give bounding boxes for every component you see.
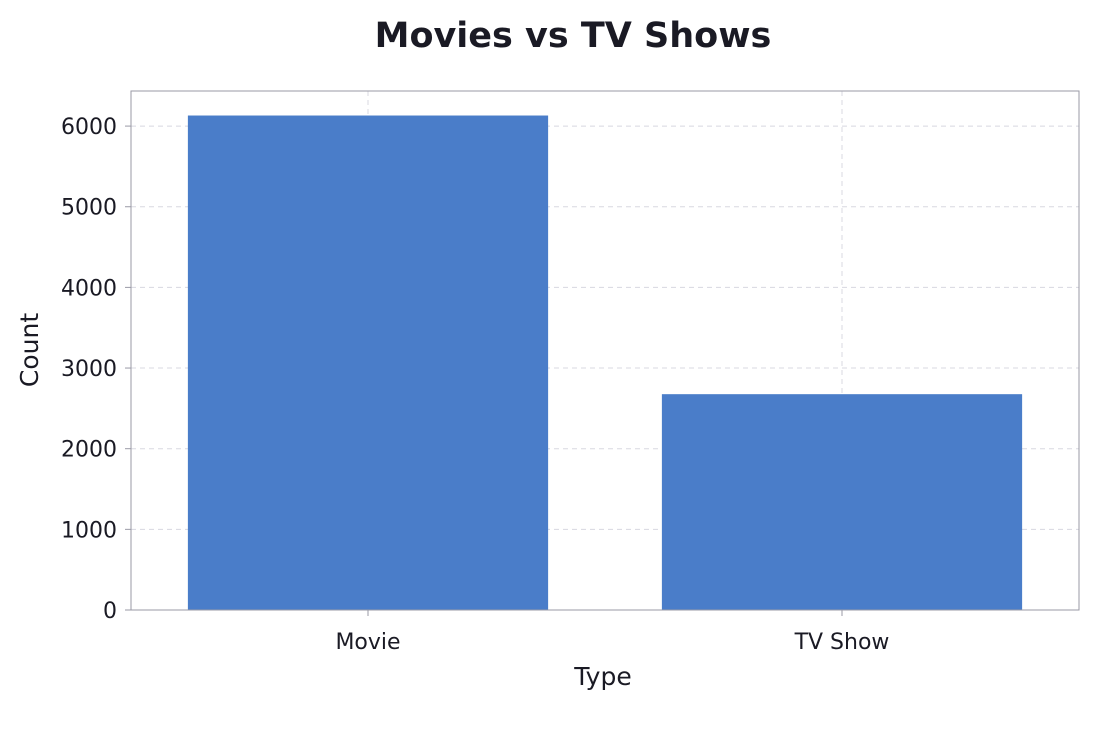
x-axis-title: Type — [573, 662, 631, 691]
y-tick-label: 4000 — [61, 276, 117, 301]
bar — [187, 115, 549, 610]
x-tick-label: TV Show — [794, 630, 890, 655]
bar — [661, 394, 1023, 610]
y-axis-title: Count — [15, 313, 44, 387]
x-tick-label: Movie — [335, 630, 400, 655]
y-tick-label: 6000 — [61, 115, 117, 140]
y-tick-label: 2000 — [61, 438, 117, 463]
y-tick-label: 3000 — [61, 357, 117, 382]
axis-ticks: 0 1000 2000 3000 4000 5000 6000 Movie TV Show — [61, 115, 889, 655]
y-tick-label: 0 — [103, 599, 117, 624]
chart-title: Movies vs TV Shows — [375, 16, 772, 56]
bars — [187, 115, 1023, 610]
plot-frame — [130, 90, 1080, 611]
y-tick-label: 1000 — [61, 518, 117, 543]
y-tick-label: 5000 — [61, 196, 117, 221]
